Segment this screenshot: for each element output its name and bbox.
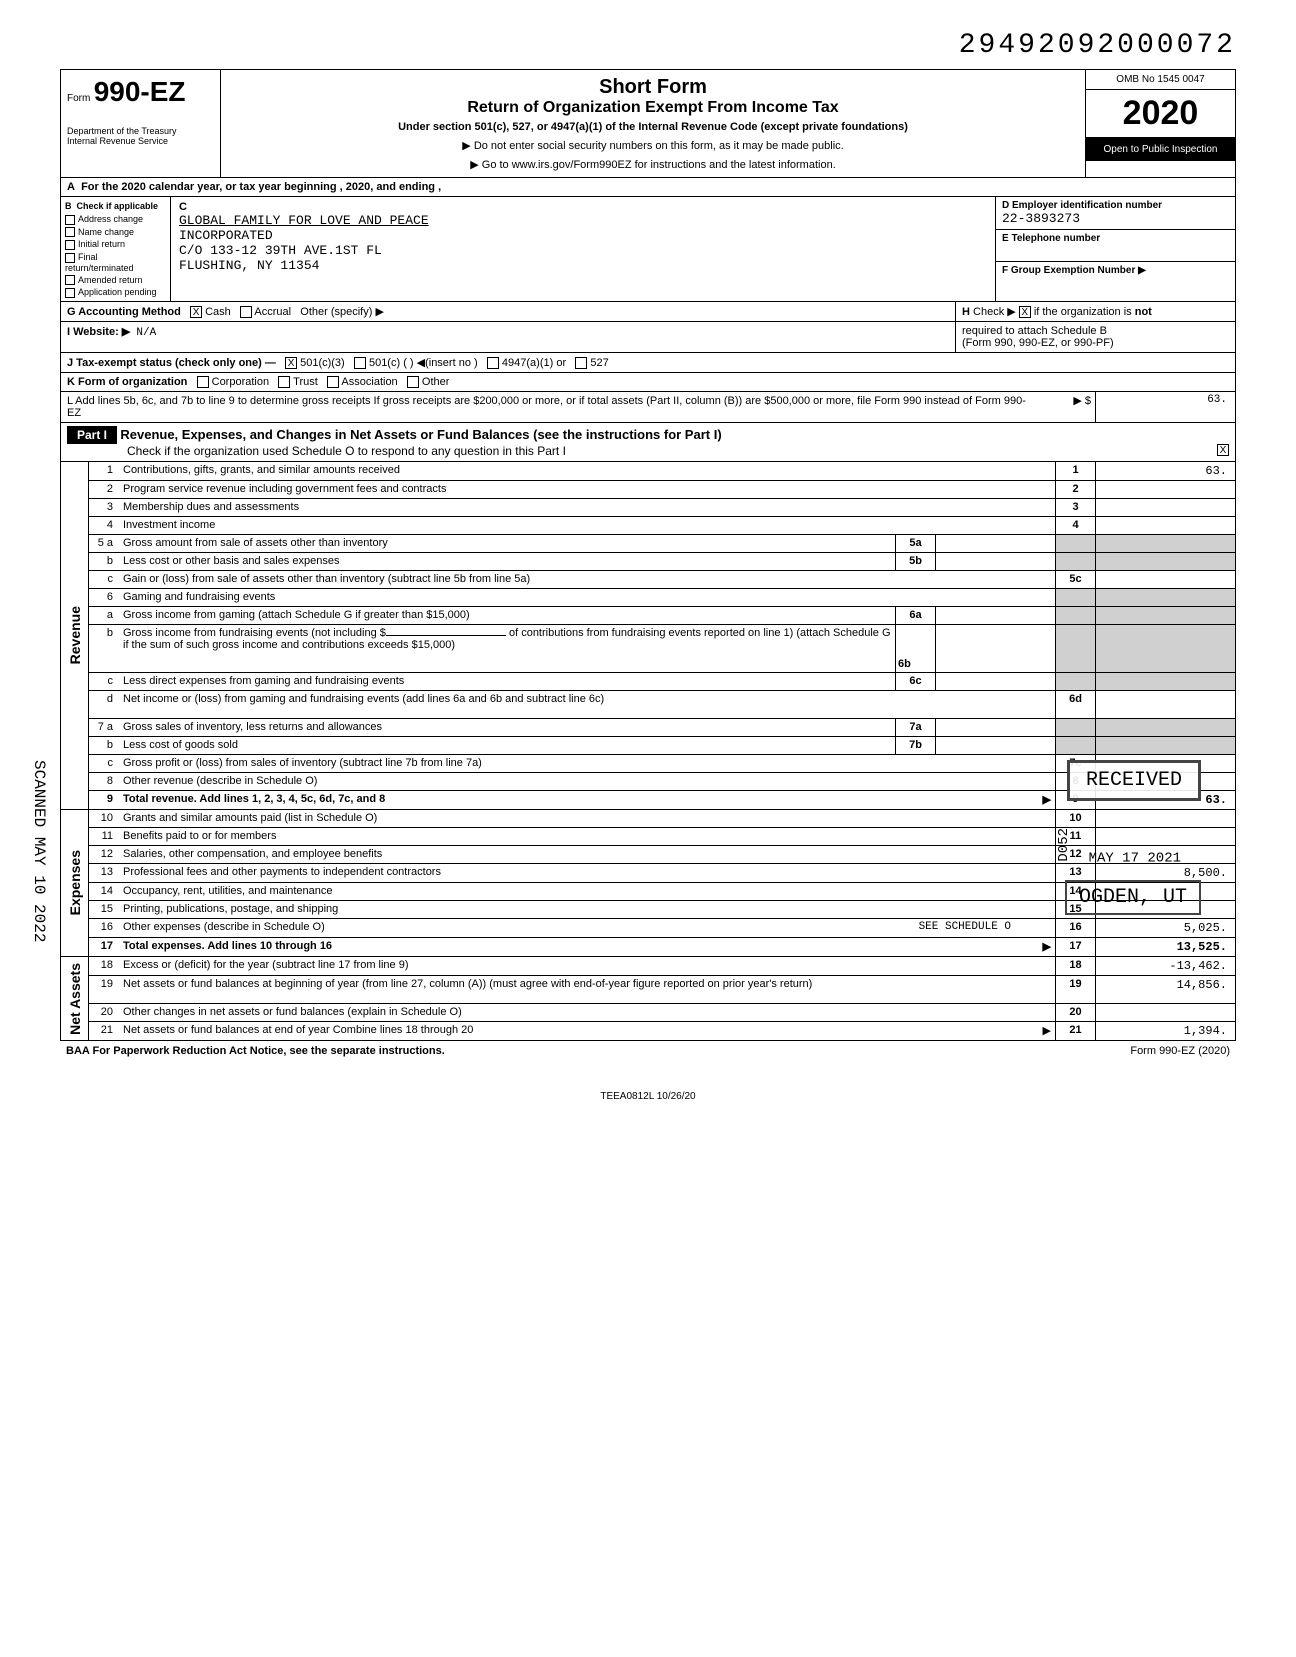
chk-final[interactable]: [65, 253, 75, 263]
chk-initial[interactable]: [65, 240, 75, 250]
row-l-value: 63.: [1095, 392, 1235, 422]
val-1: 63.: [1095, 462, 1235, 480]
title-note2: ▶ Go to www.irs.gov/Form990EZ for instru…: [233, 158, 1073, 171]
page-footer: BAA For Paperwork Reduction Act Notice, …: [60, 1041, 1236, 1061]
chk-501c3[interactable]: X: [285, 357, 297, 369]
chk-corp[interactable]: [197, 376, 209, 388]
part1-check-text: Check if the organization used Schedule …: [127, 444, 566, 458]
chk-527[interactable]: [575, 357, 587, 369]
netassets-side-label: Net Assets: [67, 963, 83, 1035]
title-note1: ▶ Do not enter social security numbers o…: [233, 139, 1073, 152]
org-addr1: C/O 133-12 39TH AVE.1ST FL: [179, 243, 987, 258]
val-16: 5,025.: [1095, 919, 1235, 937]
form-header: Form 990-EZ Department of the TreasuryIn…: [60, 69, 1236, 178]
schedule-o-note: SEE SCHEDULE O: [919, 921, 1011, 933]
row-j-label: J Tax-exempt status (check only one) —: [67, 357, 276, 369]
open-inspection: Open to Public Inspection: [1086, 137, 1235, 161]
ein-label: D Employer identification number: [1002, 200, 1229, 211]
col-c-org: C GLOBAL FAMILY FOR LOVE AND PEACE INCOR…: [171, 197, 995, 301]
document-number: 29492092000072: [60, 30, 1236, 61]
chk-name[interactable]: [65, 227, 75, 237]
revenue-section: Revenue 1Contributions, gifts, grants, a…: [60, 462, 1236, 810]
col-d: D Employer identification number 22-3893…: [995, 197, 1235, 301]
form-title-block: Short Form Return of Organization Exempt…: [221, 70, 1085, 177]
form-prefix: Form: [67, 93, 90, 104]
row-k-label: K Form of organization: [67, 376, 187, 388]
ein-value: 22-3893273: [1002, 211, 1229, 226]
stamp-date: D052 MAY 17 2021: [1056, 828, 1181, 867]
stamp-ogden: OGDEN, UT: [1065, 880, 1201, 915]
revenue-side-label: Revenue: [67, 606, 83, 664]
row-k: K Form of organization Corporation Trust…: [60, 373, 1236, 392]
val-21: 1,394.: [1095, 1022, 1235, 1040]
section-bc: B Check if applicable Address change Nam…: [60, 197, 1236, 302]
row-l: L Add lines 5b, 6c, and 7b to line 9 to …: [60, 392, 1236, 423]
chk-pending[interactable]: [65, 288, 75, 298]
tax-year: 2020: [1086, 90, 1235, 137]
val-17: 13,525.: [1095, 938, 1235, 956]
chk-schedule-o[interactable]: X: [1217, 444, 1229, 456]
chk-other-org[interactable]: [407, 376, 419, 388]
dept-label: Department of the TreasuryInternal Reven…: [67, 126, 214, 146]
row-g-label: G Accounting Method: [67, 306, 181, 318]
chk-accrual[interactable]: [240, 306, 252, 318]
row-i: I Website: ▶ N/A required to attach Sche…: [60, 322, 1236, 353]
form-right-block: OMB No 1545 0047 2020 Open to Public Ins…: [1085, 70, 1235, 177]
col-b-checkboxes: B Check if applicable Address change Nam…: [61, 197, 171, 301]
group-label: F Group Exemption Number ▶: [1002, 265, 1229, 276]
stamp-received: RECEIVED: [1067, 760, 1201, 801]
row-i-label: I Website: ▶: [67, 326, 130, 338]
scan-stamp: SCANNED MAY 10 2022: [30, 760, 48, 942]
row-l-arrow: ▶ $: [1035, 392, 1095, 422]
website-value: N/A: [136, 327, 156, 339]
val-19: 14,856.: [1095, 976, 1235, 1003]
org-name2: INCORPORATED: [179, 228, 987, 243]
form-id-block: Form 990-EZ Department of the TreasuryIn…: [61, 70, 221, 177]
omb-number: OMB No 1545 0047: [1086, 70, 1235, 90]
org-addr2: FLUSHING, NY 11354: [179, 258, 987, 273]
chk-cash[interactable]: X: [190, 306, 202, 318]
tel-label: E Telephone number: [1002, 233, 1229, 244]
row-a: A For the 2020 calendar year, or tax yea…: [60, 178, 1236, 197]
chk-address[interactable]: [65, 215, 75, 225]
org-name: GLOBAL FAMILY FOR LOVE AND PEACE: [179, 213, 987, 228]
row-h-cont: required to attach Schedule B(Form 990, …: [955, 322, 1235, 352]
part1-label: Part I: [67, 426, 117, 444]
row-g-h: G Accounting Method X Cash Accrual Other…: [60, 302, 1236, 322]
chk-assoc[interactable]: [327, 376, 339, 388]
footer-right: Form 990-EZ (2020): [1130, 1045, 1230, 1057]
title-main: Return of Organization Exempt From Incom…: [233, 99, 1073, 117]
val-18: -13,462.: [1095, 957, 1235, 975]
chk-501c[interactable]: [354, 357, 366, 369]
chk-h[interactable]: X: [1019, 306, 1031, 318]
footer-left: BAA For Paperwork Reduction Act Notice, …: [66, 1045, 445, 1057]
title-sub: Under section 501(c), 527, or 4947(a)(1)…: [233, 121, 1073, 133]
chk-trust[interactable]: [278, 376, 290, 388]
expenses-side-label: Expenses: [67, 850, 83, 915]
row-h: H Check ▶ X if the organization is not: [955, 302, 1235, 321]
chk-4947[interactable]: [487, 357, 499, 369]
row-j: J Tax-exempt status (check only one) — X…: [60, 353, 1236, 373]
tee-code: TEEA0812L 10/26/20: [60, 1091, 1236, 1102]
net-assets-section: Net Assets 18Excess or (deficit) for the…: [60, 957, 1236, 1041]
chk-amended[interactable]: [65, 275, 75, 285]
part1-header: Part I Revenue, Expenses, and Changes in…: [60, 423, 1236, 462]
part1-title: Revenue, Expenses, and Changes in Net As…: [120, 427, 721, 442]
form-number: 990-EZ: [94, 76, 186, 107]
title-short: Short Form: [233, 76, 1073, 99]
